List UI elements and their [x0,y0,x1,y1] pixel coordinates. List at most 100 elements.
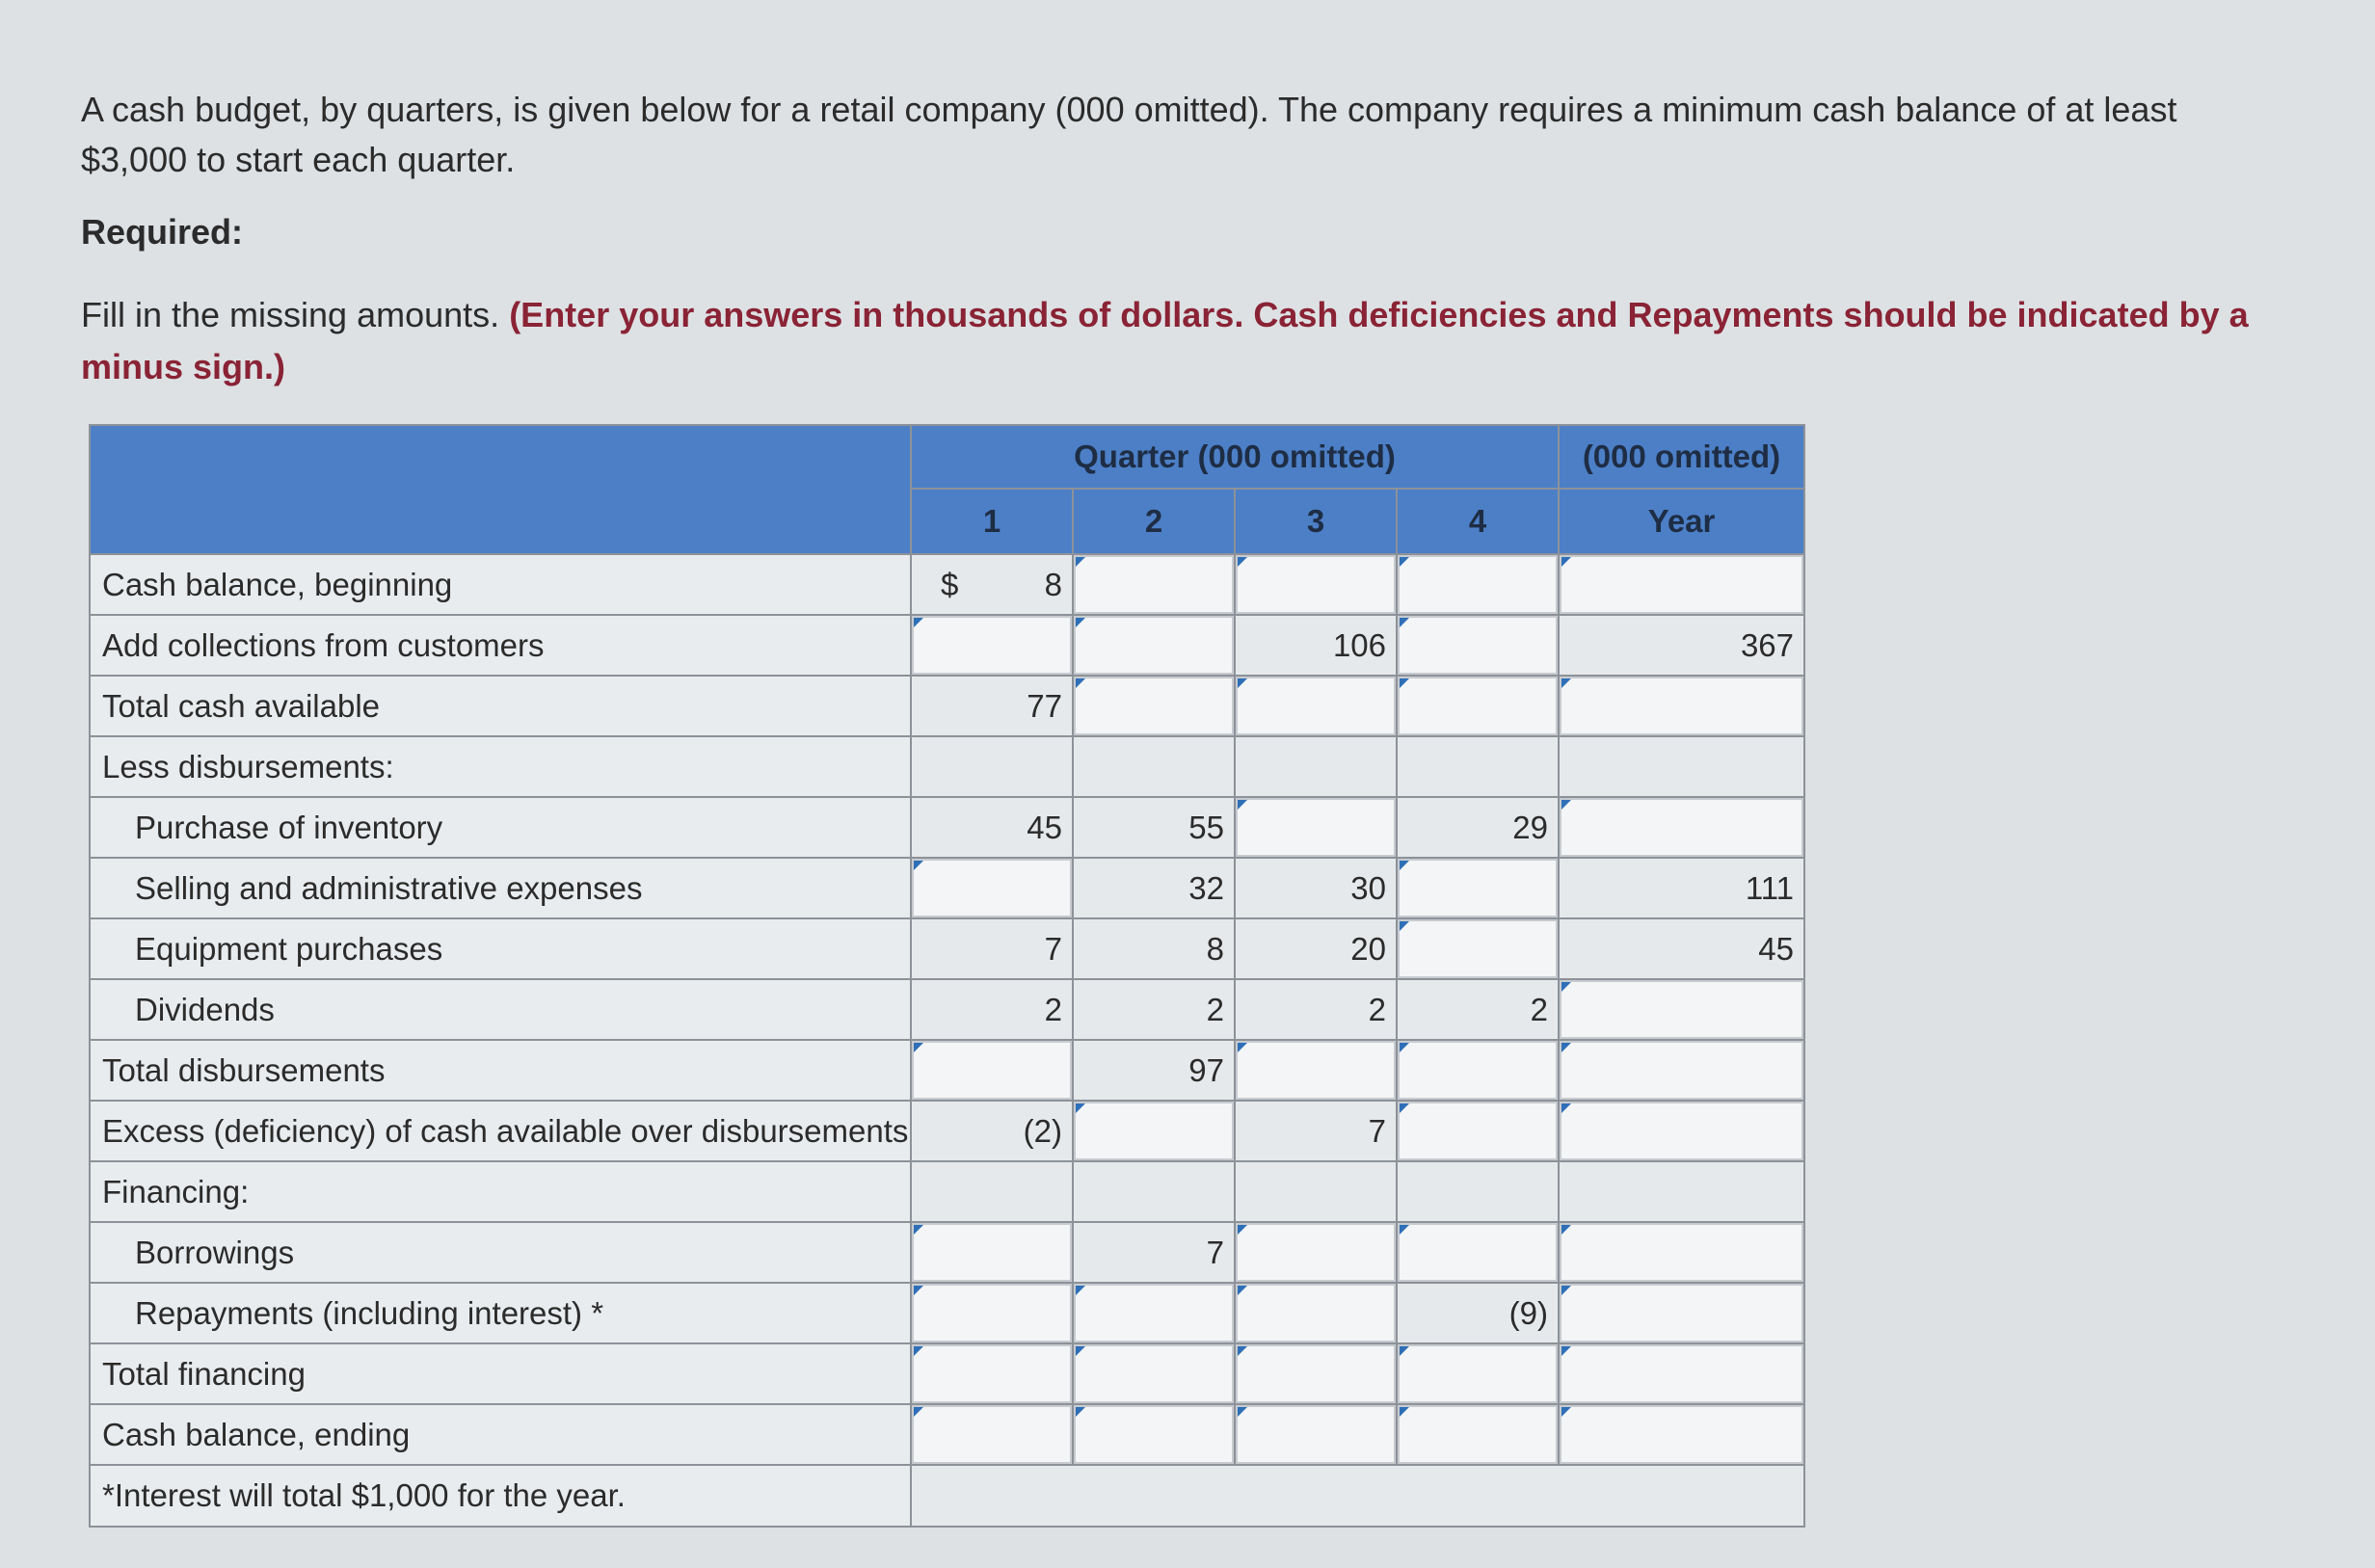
answer-input[interactable] [912,1051,1062,1089]
answer-input[interactable] [1398,869,1548,907]
row-label: Excess (deficiency) of cash available ov… [89,1100,912,1162]
answer-input[interactable] [1398,1234,1548,1271]
answer-cell [1072,1403,1236,1466]
blank-cell [1396,735,1560,798]
cell-value: 20 [1350,930,1386,967]
answer-cell [1396,553,1560,616]
answer-cell [1396,1342,1560,1405]
table-row: Cash balance, beginning 8 $ [89,553,1805,616]
value-cell: 45 [910,796,1074,859]
answer-input[interactable] [1074,687,1224,725]
answer-cell [1558,553,1805,616]
blank-cell [1558,735,1805,798]
value-cell: 2 [1396,978,1560,1041]
answer-input[interactable] [1560,1294,1794,1332]
table-row: Cash balance, ending [89,1403,1805,1466]
cell-value: (2) [1023,1112,1062,1149]
answer-input[interactable] [1398,1416,1548,1453]
answer-input[interactable] [912,1355,1062,1393]
label-header-blank [89,424,912,555]
answer-input[interactable] [1236,809,1386,846]
answer-input[interactable] [1074,566,1224,603]
cell-value: 111 [1745,869,1794,906]
cell-value: 45 [1027,809,1062,845]
answer-input[interactable] [1560,1234,1794,1271]
value-cell: 55 [1072,796,1236,859]
answer-cell [1396,857,1560,919]
answer-cell [910,1282,1074,1344]
answer-input[interactable] [1398,930,1548,968]
table-row: Total cash available 77 [89,675,1805,737]
answer-input[interactable] [1560,1416,1794,1453]
answer-input[interactable] [1236,1355,1386,1393]
row-label: Cash balance, ending [89,1403,912,1466]
value-cell: 7 [1072,1221,1236,1284]
row-label: Total financing [89,1342,912,1405]
value-cell: 2 [910,978,1074,1041]
value-cell: 8 [1072,917,1236,980]
answer-input[interactable] [1398,566,1548,603]
answer-cell [1234,553,1398,616]
answer-input[interactable] [1398,1355,1548,1393]
row-label: Total cash available [89,675,912,737]
table-row: Add collections from customers 106 367 [89,614,1805,677]
answer-input[interactable] [1398,687,1548,725]
cell-value: 7 [1206,1234,1224,1270]
cell-value: 7 [1044,930,1062,967]
answer-input[interactable] [912,1416,1062,1453]
row-label: Equipment purchases [89,917,912,980]
problem-intro: A cash budget, by quarters, is given bel… [81,90,2177,179]
answer-input[interactable] [912,626,1062,664]
answer-input[interactable] [1398,1051,1548,1089]
answer-input[interactable] [1236,1234,1386,1271]
instruction-plain: Fill in the missing amounts. [81,295,500,334]
year-header: Year [1558,488,1805,555]
answer-input[interactable] [1560,809,1794,846]
answer-input[interactable] [1560,1355,1794,1393]
answer-input[interactable] [1074,1294,1224,1332]
table-row: Dividends 2 2 2 2 [89,978,1805,1041]
answer-input[interactable] [1398,1112,1548,1150]
blank-cell [910,735,1074,798]
answer-input[interactable] [912,1294,1062,1332]
value-cell: 97 [1072,1039,1236,1102]
answer-input[interactable] [1074,1112,1224,1150]
table-row: Selling and administrative expenses 32 30 1… [89,857,1805,919]
answer-cell [1558,1221,1805,1284]
value-cell: 20 [1234,917,1398,980]
answer-cell [1072,1282,1236,1344]
answer-input[interactable] [1236,566,1386,603]
answer-input[interactable] [1074,1355,1224,1393]
value-cell: 106 [1234,614,1398,677]
answer-input[interactable] [1074,626,1224,664]
required-label: Required: [81,212,244,252]
quarter-header: Quarter (000 omitted) [910,424,1560,490]
cell-value: 55 [1188,809,1224,845]
answer-input[interactable] [1560,687,1794,725]
answer-input[interactable] [1236,1294,1386,1332]
answer-input[interactable] [1398,626,1548,664]
answer-input[interactable] [1236,1051,1386,1089]
quarter-3-header: 3 [1234,488,1398,555]
answer-input[interactable] [1560,1051,1794,1089]
footnote: *Interest will total $1,000 for the year… [89,1464,912,1528]
answer-input[interactable] [1236,687,1386,725]
answer-input[interactable] [1560,991,1794,1028]
answer-cell [1558,978,1805,1041]
answer-input[interactable] [1236,1416,1386,1453]
answer-input[interactable] [912,869,1062,907]
value-cell: 45 [1558,917,1805,980]
answer-input[interactable] [1560,566,1794,603]
answer-input[interactable] [912,1234,1062,1271]
answer-cell [910,1221,1074,1284]
cell-value: 45 [1758,930,1794,967]
answer-input[interactable] [1560,1112,1794,1150]
blank-cell [1234,1160,1398,1223]
row-label: Add collections from customers [89,614,912,677]
table-row: Total disbursements 97 [89,1039,1805,1102]
answer-cell [1072,675,1236,737]
cell-value: 77 [1027,687,1062,724]
answer-cell [1234,1221,1398,1284]
answer-cell [910,1342,1074,1405]
answer-input[interactable] [1074,1416,1224,1453]
